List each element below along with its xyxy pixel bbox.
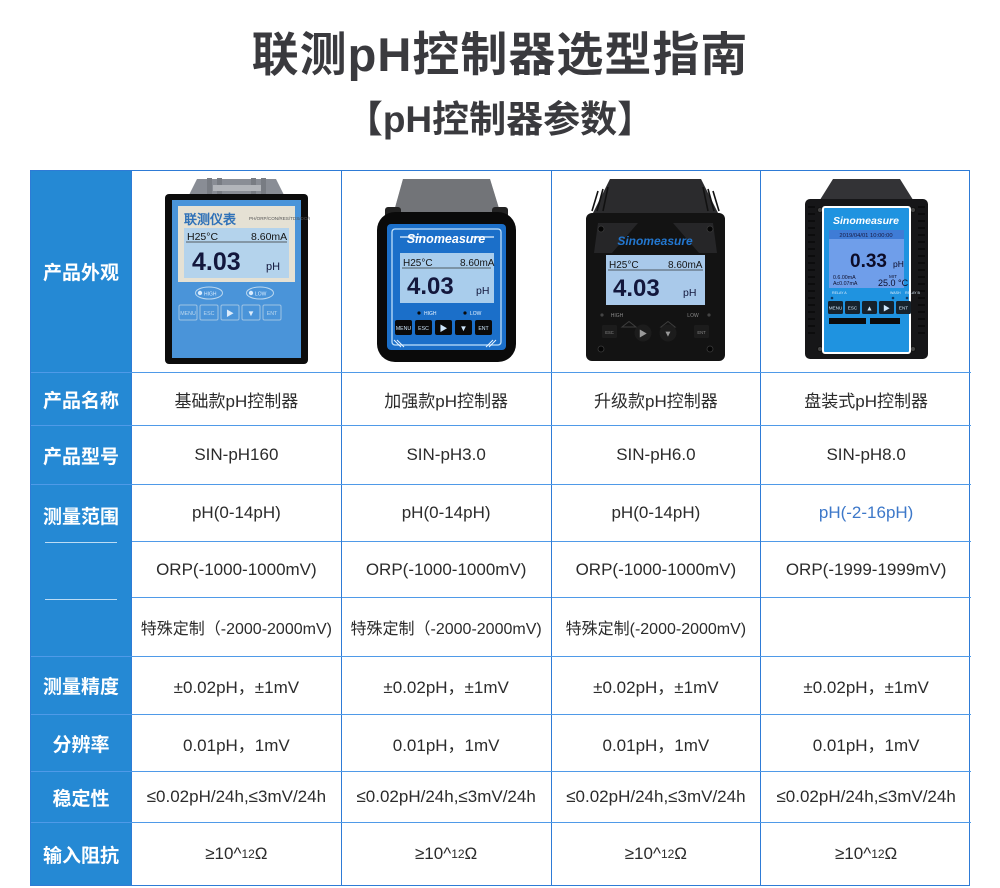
svg-text:▲: ▲	[866, 306, 873, 313]
svg-text:LOW: LOW	[688, 313, 700, 319]
svg-text:H25°C: H25°C	[609, 260, 639, 271]
svg-text:联测仪表: 联测仪表	[184, 212, 237, 227]
svg-text:Ac0.07mA: Ac0.07mA	[833, 281, 858, 287]
svg-text:pH: pH	[683, 287, 696, 299]
svg-text:LOW: LOW	[255, 292, 267, 298]
svg-text:0.33: 0.33	[850, 251, 887, 272]
svg-text:25.0 °C: 25.0 °C	[878, 278, 909, 288]
svg-text:H25°C: H25°C	[187, 231, 218, 243]
svg-text:H25°C: H25°C	[403, 258, 433, 269]
svg-text:LOW: LOW	[470, 311, 482, 317]
svg-text:HIGH: HIGH	[424, 311, 437, 317]
svg-text:4.03: 4.03	[613, 275, 660, 302]
svg-text:8.60mA: 8.60mA	[668, 260, 703, 271]
svg-text:MENU: MENU	[180, 311, 196, 317]
svg-text:ENT: ENT	[698, 330, 707, 335]
svg-text:WASH: WASH	[890, 291, 901, 295]
svg-text:pH: pH	[893, 259, 904, 269]
svg-text:RELAY B: RELAY B	[905, 291, 920, 295]
svg-text:ENT: ENT	[478, 326, 489, 332]
svg-text:2019/04/01 10:00:00: 2019/04/01 10:00:00	[839, 233, 892, 239]
svg-text:MENU: MENU	[395, 326, 411, 332]
svg-text:ESC: ESC	[606, 330, 615, 335]
svg-text:MENU: MENU	[828, 306, 842, 311]
svg-text:pH: pH	[476, 285, 489, 297]
svg-text:PH/ORP/CON/RES/TDS/DO/CL: PH/ORP/CON/RES/TDS/DO/CL	[249, 216, 310, 221]
svg-text:ENT: ENT	[899, 306, 908, 311]
svg-text:Sinomeasure: Sinomeasure	[406, 232, 485, 246]
svg-text:4.03: 4.03	[407, 273, 454, 300]
svg-text:8.60mA: 8.60mA	[460, 258, 495, 269]
svg-text:▶: ▶	[883, 305, 890, 313]
svg-text:▼: ▼	[459, 324, 467, 333]
svg-text:ESC: ESC	[418, 326, 429, 332]
svg-text:▶: ▶	[639, 329, 648, 339]
svg-text:Sinomeasure: Sinomeasure	[618, 234, 694, 248]
svg-text:HIGH: HIGH	[611, 313, 624, 319]
svg-text:ESC: ESC	[847, 306, 857, 311]
svg-text:4.03: 4.03	[192, 248, 241, 276]
svg-text:RELAY A: RELAY A	[832, 291, 847, 295]
svg-text:HIGH: HIGH	[204, 292, 217, 298]
svg-text:pH: pH	[266, 261, 280, 273]
svg-text:▶: ▶	[439, 324, 447, 333]
svg-text:ESC: ESC	[203, 311, 214, 317]
svg-text:ENT: ENT	[267, 311, 278, 317]
svg-text:8.60mA: 8.60mA	[251, 231, 287, 243]
svg-text:Sinomeasure: Sinomeasure	[833, 215, 899, 227]
svg-text:▼: ▼	[247, 309, 255, 318]
svg-text:▼: ▼	[664, 329, 672, 339]
svg-text:▶: ▶	[226, 309, 234, 318]
